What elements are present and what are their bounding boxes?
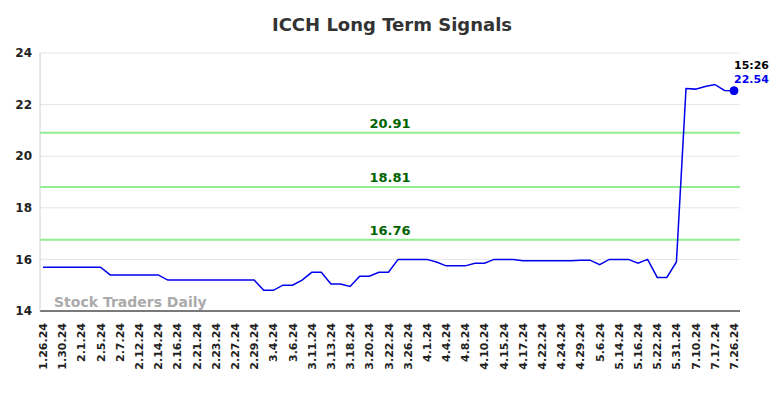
svg-text:14: 14	[15, 304, 32, 318]
svg-text:2.5.24: 2.5.24	[95, 323, 108, 362]
svg-text:18: 18	[15, 201, 32, 215]
svg-text:4.1.24: 4.1.24	[421, 323, 434, 362]
svg-text:2.16.24: 2.16.24	[171, 323, 184, 370]
svg-text:22: 22	[15, 98, 32, 112]
svg-text:2.23.24: 2.23.24	[210, 323, 223, 370]
svg-text:3.18.24: 3.18.24	[344, 323, 357, 370]
svg-text:15:26: 15:26	[734, 59, 769, 72]
svg-text:7.17.24: 7.17.24	[709, 323, 722, 370]
svg-text:4.24.24: 4.24.24	[555, 323, 568, 370]
svg-text:5.22.24: 5.22.24	[651, 323, 664, 370]
svg-text:5.14.24: 5.14.24	[613, 323, 626, 370]
svg-text:4.15.24: 4.15.24	[498, 323, 511, 370]
svg-text:4.4.24: 4.4.24	[440, 323, 453, 362]
svg-text:4.10.24: 4.10.24	[478, 323, 491, 370]
svg-text:3.4.24: 3.4.24	[267, 323, 280, 362]
svg-text:18.81: 18.81	[369, 170, 410, 185]
svg-text:24: 24	[15, 46, 32, 60]
svg-text:7.10.24: 7.10.24	[690, 323, 703, 370]
html-text:Stock Traders Daily: Stock Traders Daily	[54, 294, 207, 310]
html-text:ICCH Long Term Signals: ICCH Long Term Signals	[271, 14, 512, 35]
svg-text:4.22.24: 4.22.24	[536, 323, 549, 370]
svg-text:2.12.24: 2.12.24	[133, 323, 146, 370]
svg-text:3.20.24: 3.20.24	[363, 323, 376, 370]
svg-text:3.11.24: 3.11.24	[306, 323, 319, 370]
svg-text:2.1.24: 2.1.24	[75, 323, 88, 362]
svg-text:5.31.24: 5.31.24	[670, 323, 683, 370]
svg-text:3.6.24: 3.6.24	[287, 323, 300, 362]
svg-text:5.6.24: 5.6.24	[594, 323, 607, 362]
svg-text:2.27.24: 2.27.24	[229, 323, 242, 370]
svg-text:5.16.24: 5.16.24	[632, 323, 645, 370]
svg-text:3.26.24: 3.26.24	[402, 323, 415, 370]
svg-text:1.26.24: 1.26.24	[37, 323, 50, 370]
svg-text:22.54: 22.54	[734, 73, 769, 86]
svg-text:4.29.24: 4.29.24	[574, 323, 587, 370]
svg-text:3.22.24: 3.22.24	[383, 323, 396, 370]
svg-text:2.21.24: 2.21.24	[191, 323, 204, 370]
svg-text:20: 20	[15, 149, 32, 163]
svg-text:16: 16	[15, 253, 32, 267]
svg-text:1.30.24: 1.30.24	[56, 323, 69, 370]
svg-text:4.17.24: 4.17.24	[517, 323, 530, 370]
svg-text:20.91: 20.91	[369, 116, 410, 131]
svg-text:3.13.24: 3.13.24	[325, 323, 338, 370]
svg-text:2.7.24: 2.7.24	[114, 323, 127, 362]
svg-text:2.29.24: 2.29.24	[248, 323, 261, 370]
svg-text:2.14.24: 2.14.24	[152, 323, 165, 370]
svg-text:4.8.24: 4.8.24	[459, 323, 472, 362]
svg-text:16.76: 16.76	[369, 223, 410, 238]
svg-text:7.26.24: 7.26.24	[728, 323, 741, 370]
